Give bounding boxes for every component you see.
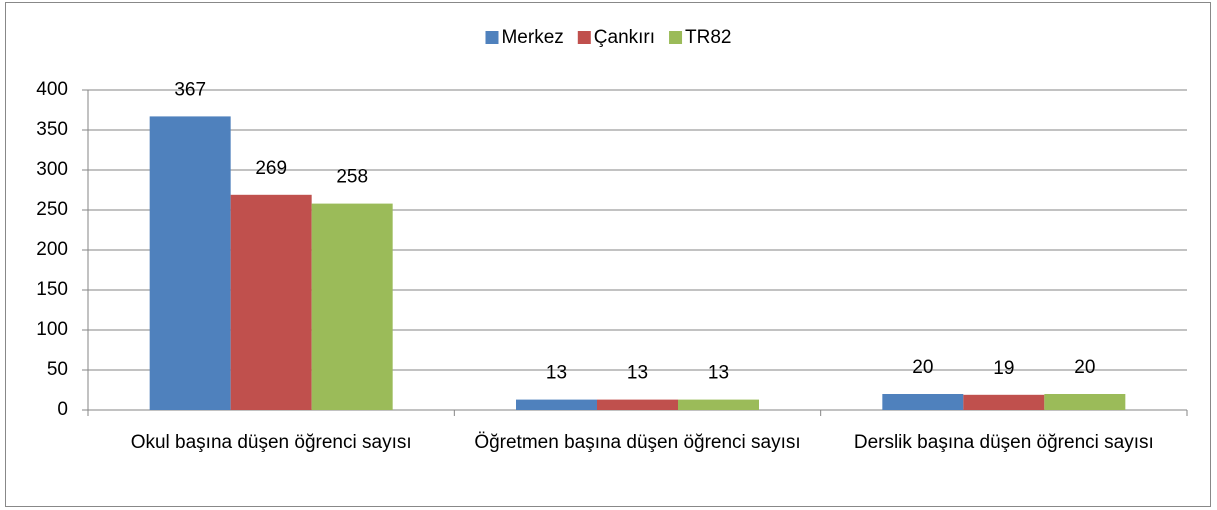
data-label: 269 xyxy=(255,158,287,179)
bar xyxy=(149,116,231,411)
legend-label: Merkez xyxy=(501,27,563,48)
x-tick-label: Öğretmen başına düşen öğrenci sayısı xyxy=(474,432,801,453)
data-label: 13 xyxy=(708,363,729,384)
bar xyxy=(230,194,312,410)
x-tick-label: Okul başına düşen öğrenci sayısı xyxy=(130,432,412,453)
data-label: 367 xyxy=(174,79,206,100)
y-tick-label: 350 xyxy=(36,119,68,140)
data-label: 13 xyxy=(627,363,648,384)
y-tick-label: 100 xyxy=(36,319,68,340)
y-tick-label: 50 xyxy=(47,359,68,380)
bar xyxy=(882,394,964,410)
y-tick-label: 300 xyxy=(36,159,68,180)
legend-swatch xyxy=(577,31,591,44)
y-tick-label: 250 xyxy=(36,199,68,220)
bar xyxy=(516,399,597,410)
data-label: 19 xyxy=(993,358,1014,379)
legend-label: TR82 xyxy=(685,27,731,48)
bar xyxy=(678,399,759,410)
legend-swatch xyxy=(669,31,683,44)
data-label: 20 xyxy=(912,357,933,378)
legend-label: Çankırı xyxy=(594,27,655,48)
y-tick-label: 200 xyxy=(36,239,68,260)
y-tick-label: 0 xyxy=(57,399,68,420)
bar xyxy=(1044,394,1126,410)
data-label: 20 xyxy=(1074,357,1095,378)
legend-swatch xyxy=(485,31,499,44)
bar xyxy=(597,399,678,410)
data-label: 13 xyxy=(546,363,567,384)
bar xyxy=(311,203,393,410)
y-tick-label: 150 xyxy=(36,279,68,300)
y-tick-label: 400 xyxy=(36,79,68,100)
x-tick-label: Derslik başına düşen öğrenci sayısı xyxy=(853,432,1154,453)
data-label: 258 xyxy=(336,167,368,188)
bar xyxy=(963,394,1045,410)
